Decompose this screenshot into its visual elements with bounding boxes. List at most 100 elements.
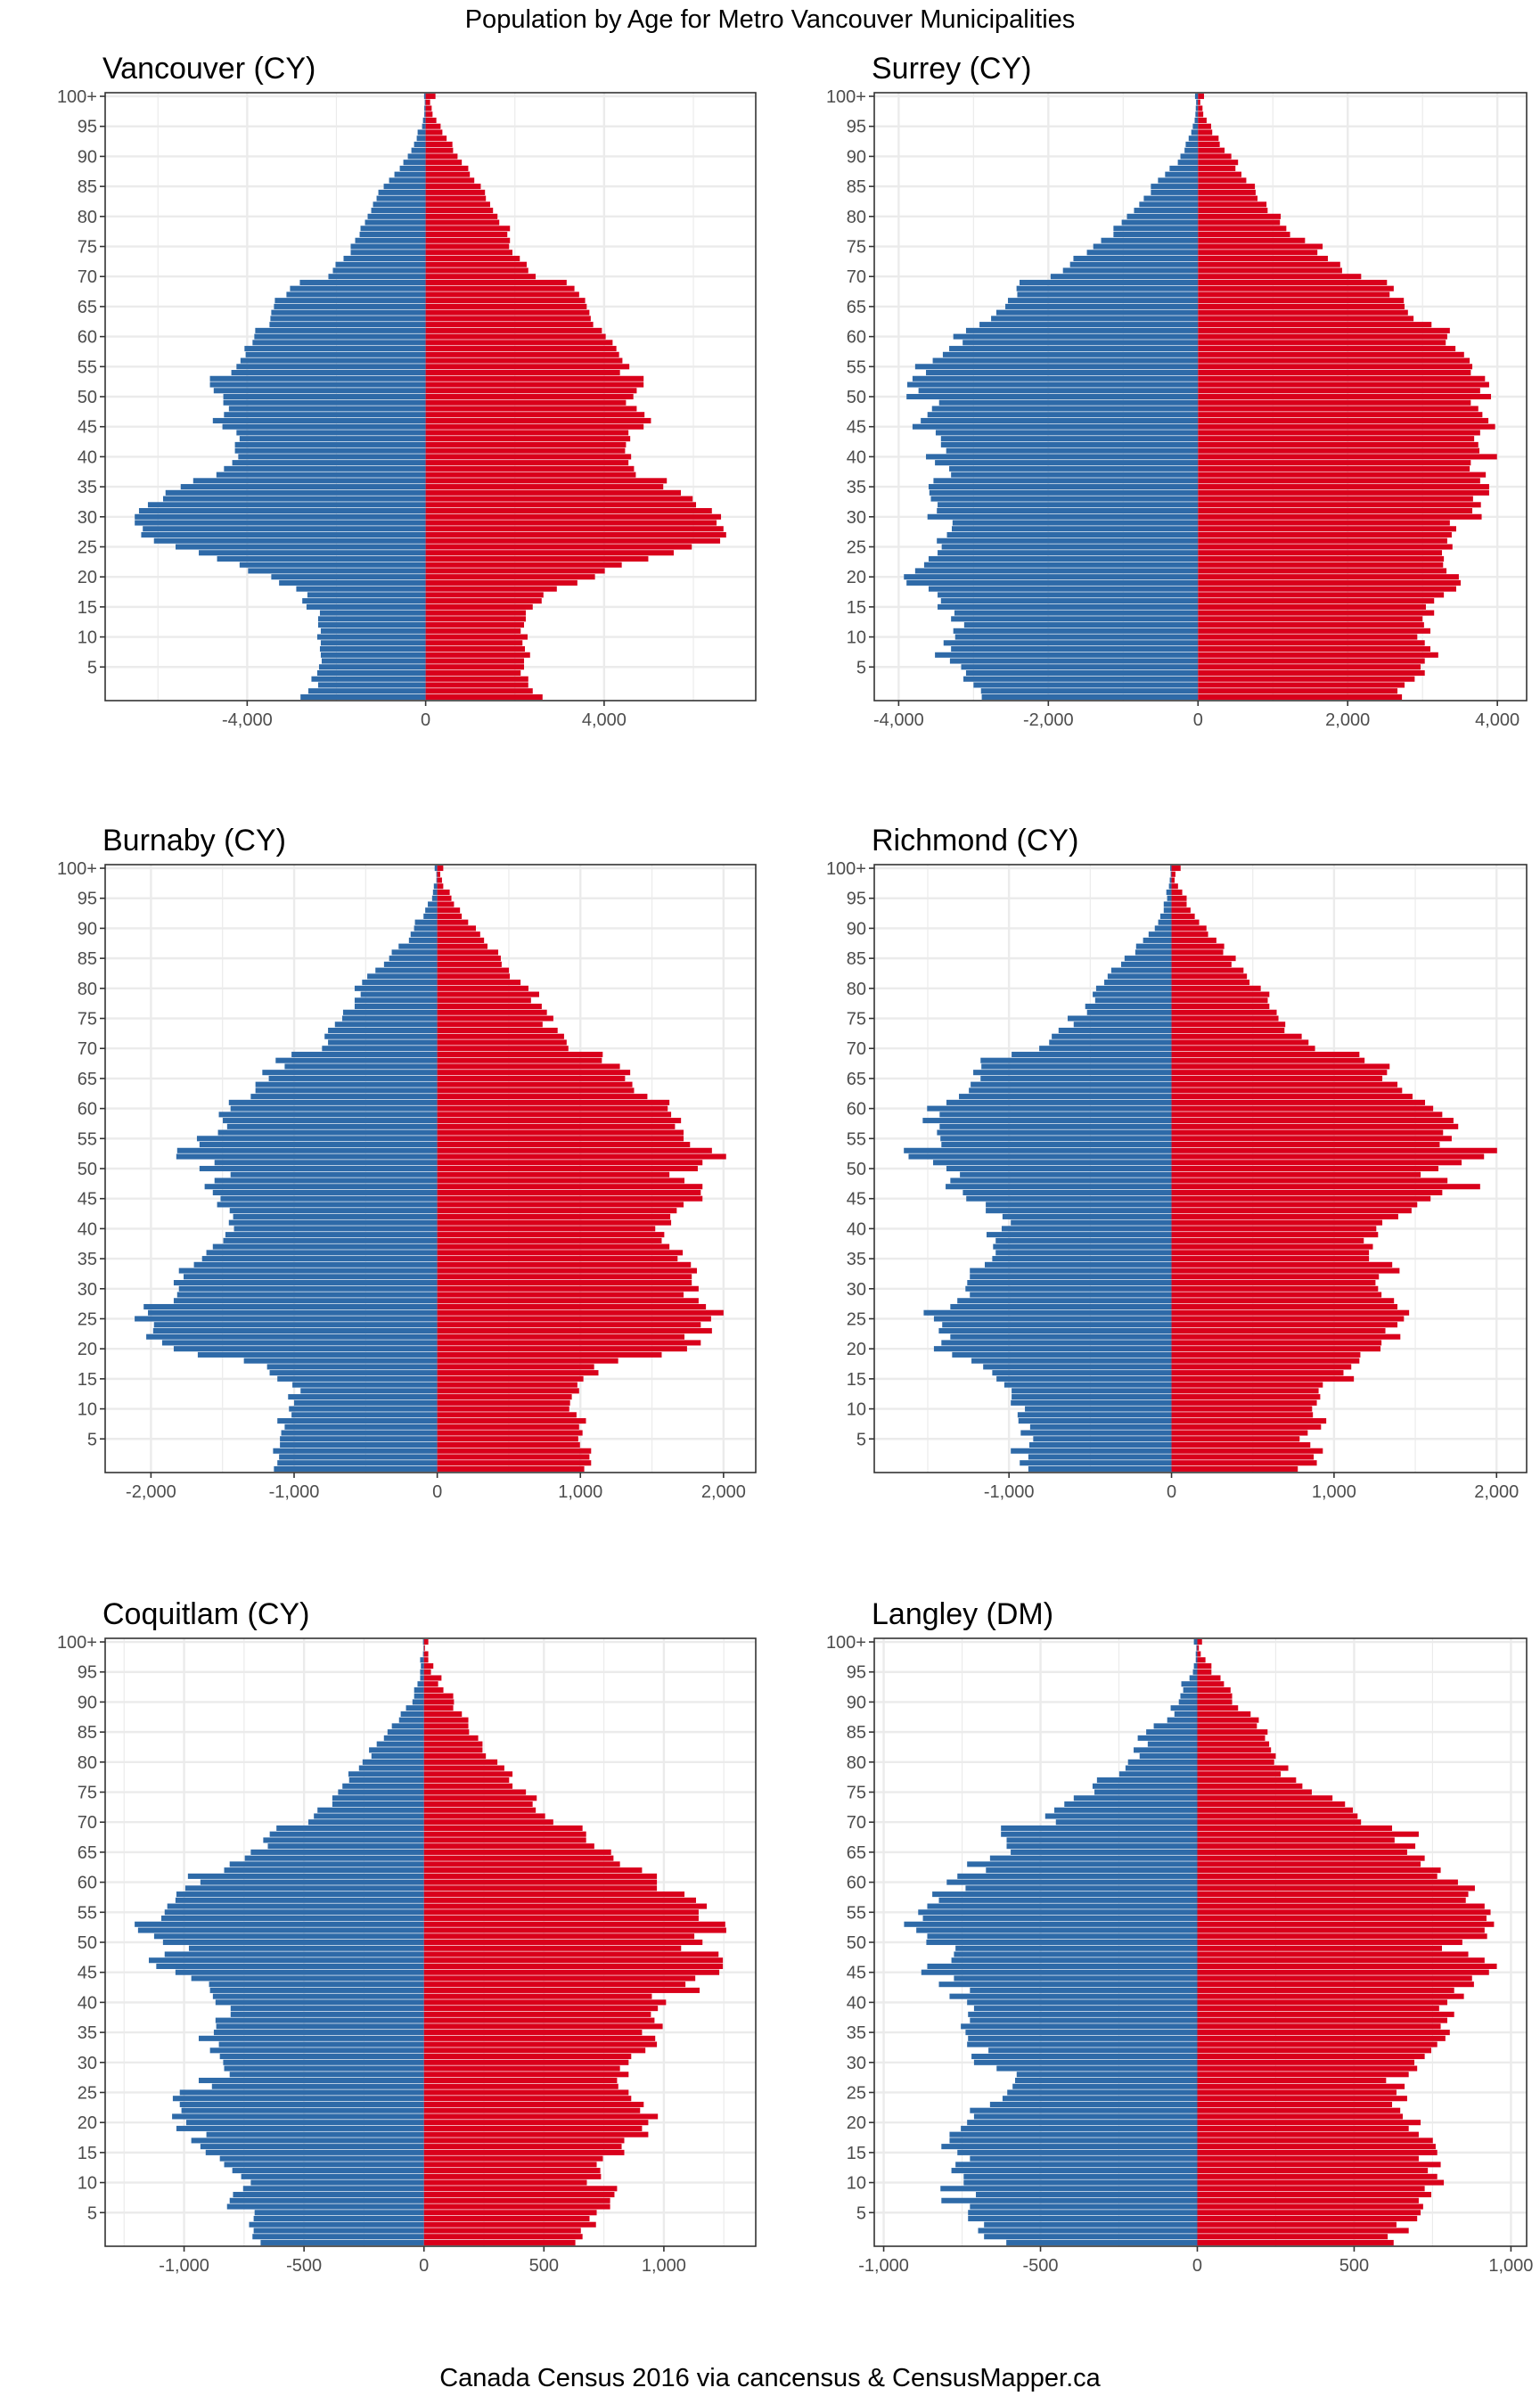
bar-left-age-46 (927, 1963, 1198, 1969)
bar-right-age-0 (1197, 2239, 1394, 2245)
bar-right-age-21 (1198, 568, 1447, 574)
bar-left-age-71 (314, 1813, 424, 1819)
bar-left-age-28 (1016, 2072, 1198, 2078)
bar-left-age-74 (350, 250, 426, 256)
y-tick-label: 35 (78, 2023, 97, 2043)
bar-left-age-36 (995, 1250, 1172, 1256)
bar-left-age-54 (922, 1916, 1198, 1922)
y-tick-label: 30 (847, 1280, 866, 1300)
bar-right-age-91 (1171, 919, 1200, 925)
bar-left-age-31 (138, 508, 426, 514)
bar-right-age-62 (1197, 1867, 1441, 1874)
bar-right-age-78 (1171, 997, 1268, 1004)
y-tick-label: 80 (78, 1753, 97, 1773)
bar-right-age-95 (1197, 1669, 1212, 1675)
bar-left-age-58 (949, 346, 1199, 352)
bar-right-age-38 (1198, 465, 1470, 472)
bar-left-age-48 (214, 1177, 438, 1184)
bar-left-age-65 (250, 1849, 424, 1855)
bar-right-age-79 (1198, 219, 1281, 226)
bar-right-age-83 (1198, 195, 1258, 201)
bar-right-age-78 (1197, 1771, 1282, 1777)
bar-right-age-63 (425, 316, 591, 322)
bar-right-age-98 (1198, 105, 1203, 111)
bar-right-age-10 (425, 634, 528, 640)
bar-left-age-40 (967, 1999, 1198, 2006)
bar-right-age-10 (1198, 634, 1418, 640)
bar-left-age-49 (230, 1171, 438, 1177)
bar-left-age-46 (212, 1189, 438, 1195)
y-tick-label: 100+ (57, 87, 97, 107)
bar-right-age-37 (1198, 472, 1487, 478)
y-tick-label: 25 (78, 537, 97, 557)
bar-right-age-30 (437, 1285, 699, 1292)
bar-left-age-20 (904, 574, 1199, 580)
bar-left-age-84 (383, 961, 438, 967)
bar-right-age-2 (425, 682, 528, 688)
bar-right-age-85 (425, 184, 481, 190)
bar-left-age-62 (959, 1094, 1172, 1100)
bar-right-age-25 (425, 544, 692, 550)
y-tick-label: 45 (78, 418, 97, 438)
bar-left-age-19 (906, 579, 1199, 586)
bar-right-age-54 (1198, 370, 1471, 376)
bar-left-age-8 (277, 1418, 438, 1424)
bar-left-age-42 (233, 1213, 438, 1219)
bar-left-age-54 (926, 370, 1199, 376)
bar-left-age-4 (965, 669, 1199, 677)
bar-left-age-9 (940, 2186, 1198, 2192)
bar-right-age-13 (1197, 2162, 1441, 2168)
bar-right-age-88 (1197, 1711, 1251, 1717)
bar-right-age-34 (425, 489, 681, 496)
bar-left-age-75 (350, 243, 426, 250)
bar-left-age-20 (967, 2120, 1198, 2126)
y-tick-label: 45 (847, 418, 866, 438)
bar-left-age-34 (198, 2035, 424, 2041)
bar-right-age-50 (437, 1165, 698, 1172)
bar-right-age-53 (425, 375, 644, 382)
bar-left-age-95 (1192, 1669, 1198, 1675)
bar-left-age-28 (951, 526, 1199, 532)
bar-right-age-0 (1171, 1465, 1298, 1472)
bar-right-age-92 (437, 913, 463, 919)
bar-left-age-59 (962, 340, 1199, 346)
bar-left-age-21 (914, 568, 1199, 574)
bar-left-age-14 (219, 2155, 424, 2162)
bar-right-age-53 (1198, 375, 1486, 382)
bar-right-age-65 (437, 1075, 626, 1081)
y-tick-label: 10 (78, 628, 97, 648)
bar-left-age-40 (238, 454, 426, 460)
panel-title: Vancouver (CY) (102, 52, 315, 86)
x-tick-label: 4,000 (582, 710, 627, 730)
bar-right-age-46 (437, 1189, 701, 1195)
bar-left-age-14 (954, 610, 1199, 616)
bar-right-age-55 (423, 1909, 699, 1916)
bar-left-age-32 (970, 1274, 1172, 1280)
bar-left-age-22 (950, 1333, 1172, 1340)
y-tick-label: 90 (847, 147, 866, 167)
bar-left-age-93 (1188, 135, 1199, 142)
bar-right-age-22 (1197, 2107, 1401, 2113)
bar-left-age-43 (229, 1208, 438, 1214)
bar-left-age-88 (1143, 937, 1172, 943)
bar-left-age-5 (254, 2210, 424, 2216)
bar-right-age-55 (437, 1136, 684, 1142)
y-tick-label: 25 (847, 2083, 866, 2103)
y-tick-label: 65 (78, 1070, 97, 1089)
bar-left-age-56 (932, 357, 1199, 364)
bar-left-age-11 (241, 2173, 424, 2179)
bar-right-age-29 (1171, 1292, 1382, 1298)
bar-left-age-98 (1169, 877, 1172, 883)
bar-left-age-58 (223, 1118, 438, 1124)
bar-right-age-9 (437, 1412, 577, 1418)
bar-left-age-4 (253, 2215, 424, 2222)
bar-right-age-75 (437, 1015, 553, 1022)
y-tick-label: 5 (856, 658, 866, 677)
bar-left-age-66 (274, 298, 426, 304)
bar-right-age-67 (425, 291, 579, 298)
bar-left-age-53 (904, 1147, 1172, 1153)
y-tick-label: 90 (847, 919, 866, 939)
bar-left-age-97 (433, 883, 438, 890)
bar-left-age-53 (912, 375, 1199, 382)
bar-left-age-35 (180, 484, 426, 490)
